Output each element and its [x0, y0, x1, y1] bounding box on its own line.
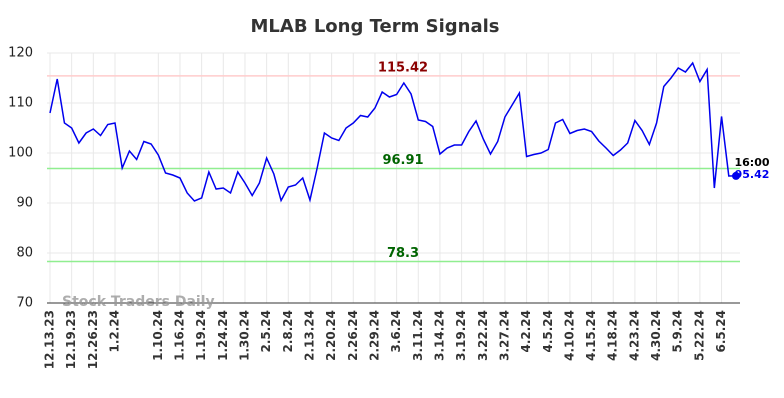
x-tick-label: 3.11.24	[411, 310, 425, 361]
x-tick-label: 1.30.24	[237, 310, 251, 361]
x-tick-label: 2.5.24	[259, 310, 273, 353]
x-tick-label: 12.26.23	[86, 310, 100, 369]
x-tick-label: 2.26.24	[346, 310, 360, 361]
y-tick-label: 120	[8, 46, 33, 61]
x-tick-label: 4.18.24	[606, 310, 620, 361]
x-tick-label: 3.14.24	[432, 310, 446, 361]
x-tick-label: 1.19.24	[194, 310, 208, 361]
x-tick-label: 2.13.24	[302, 310, 316, 361]
x-tick-label: 4.5.24	[541, 310, 555, 353]
x-tick-label: 2.8.24	[281, 310, 295, 353]
last-point	[732, 171, 740, 180]
last-time: 16:00	[734, 156, 769, 169]
signal-label: 96.91	[382, 153, 423, 168]
x-tick-label: 3.22.24	[476, 310, 490, 361]
y-tick-label: 100	[8, 146, 33, 161]
x-tick-label: 1.24.24	[216, 310, 230, 361]
x-tick-label: 4.23.24	[627, 310, 641, 361]
x-tick-label: 4.30.24	[649, 310, 663, 361]
x-tick-label: 4.15.24	[584, 310, 598, 361]
x-tick-label: 12.19.23	[64, 310, 78, 369]
y-tick-label: 70	[16, 296, 33, 311]
y-tick-label: 110	[8, 96, 33, 111]
y-tick-label: 80	[16, 246, 33, 261]
signal-label: 115.42	[378, 60, 428, 75]
x-tick-label: 1.10.24	[151, 310, 165, 361]
x-tick-label: 1.16.24	[172, 310, 186, 361]
y-tick-label: 90	[16, 196, 33, 211]
x-tick-label: 4.2.24	[519, 310, 533, 353]
x-tick-label: 3.19.24	[454, 310, 468, 361]
x-tick-label: 1.2.24	[107, 310, 121, 353]
x-tick-label: 5.9.24	[671, 310, 685, 353]
line-series	[49, 61, 737, 203]
signal-label: 78.3	[387, 246, 419, 261]
x-tick-label: 6.5.24	[714, 310, 728, 353]
x-tick-label: 2.20.24	[324, 310, 338, 361]
x-tick-label: 4.10.24	[562, 310, 576, 361]
x-tick-label: 5.22.24	[692, 310, 706, 361]
x-tick-label: 3.27.24	[497, 310, 511, 361]
x-tick-label: 3.6.24	[389, 310, 403, 353]
chart-title: MLAB Long Term Signals	[251, 16, 500, 37]
last-value: 95.42	[735, 168, 770, 181]
x-tick-label: 12.13.23	[43, 310, 57, 369]
watermark: Stock Traders Daily	[62, 294, 215, 310]
x-tick-label: 2.29.24	[367, 310, 381, 361]
